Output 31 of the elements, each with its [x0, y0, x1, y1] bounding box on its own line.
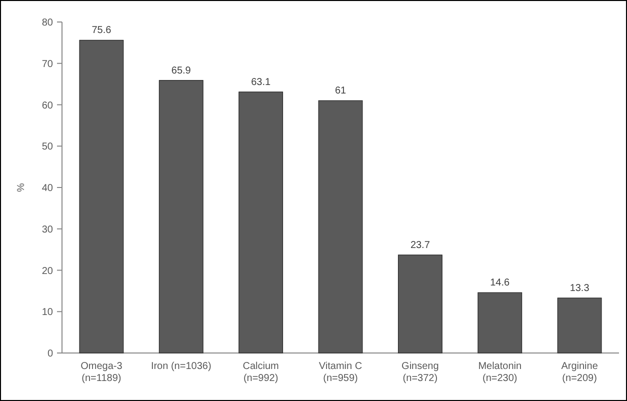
- y-tick-label: 60: [42, 100, 54, 112]
- y-tick-label: 20: [42, 266, 54, 277]
- y-tick-label: 40: [42, 183, 54, 194]
- x-tick-label: Ginseng (n=372): [402, 361, 439, 384]
- bar: [557, 298, 602, 354]
- y-tick-label: 80: [42, 18, 54, 28]
- data-label: 61: [334, 86, 346, 97]
- y-tick-label: 50: [42, 142, 54, 153]
- y-tick-label: 0: [47, 348, 54, 360]
- bar: [398, 254, 442, 354]
- bar: [318, 100, 363, 354]
- y-tick-label: 10: [42, 307, 54, 318]
- y-axis-title: %: [16, 182, 27, 192]
- bar: [158, 80, 204, 354]
- bar: [238, 92, 284, 354]
- x-tick-label: Iron (n=1036): [150, 361, 212, 372]
- data-label: 63.1: [251, 76, 271, 88]
- y-tick-label: 30: [42, 224, 54, 236]
- bar: [79, 40, 124, 354]
- x-tick-label: Arginine (n=209): [561, 361, 598, 384]
- data-label: 23.7: [410, 240, 430, 251]
- y-tick-label: 70: [42, 58, 54, 70]
- data-label: 65.9: [171, 65, 192, 76]
- data-label: 75.6: [92, 25, 112, 36]
- x-tick-label: Vitamin C (n=959): [318, 361, 362, 384]
- x-tick-label: Melatonin (n=230): [478, 361, 522, 384]
- bar: [478, 292, 522, 354]
- data-label: 13.3: [570, 282, 590, 294]
- data-label: 14.6: [490, 278, 510, 289]
- x-tick-label: Omega-3 (n=1189): [80, 361, 123, 384]
- x-tick-label: Calcium (n=992): [242, 361, 279, 384]
